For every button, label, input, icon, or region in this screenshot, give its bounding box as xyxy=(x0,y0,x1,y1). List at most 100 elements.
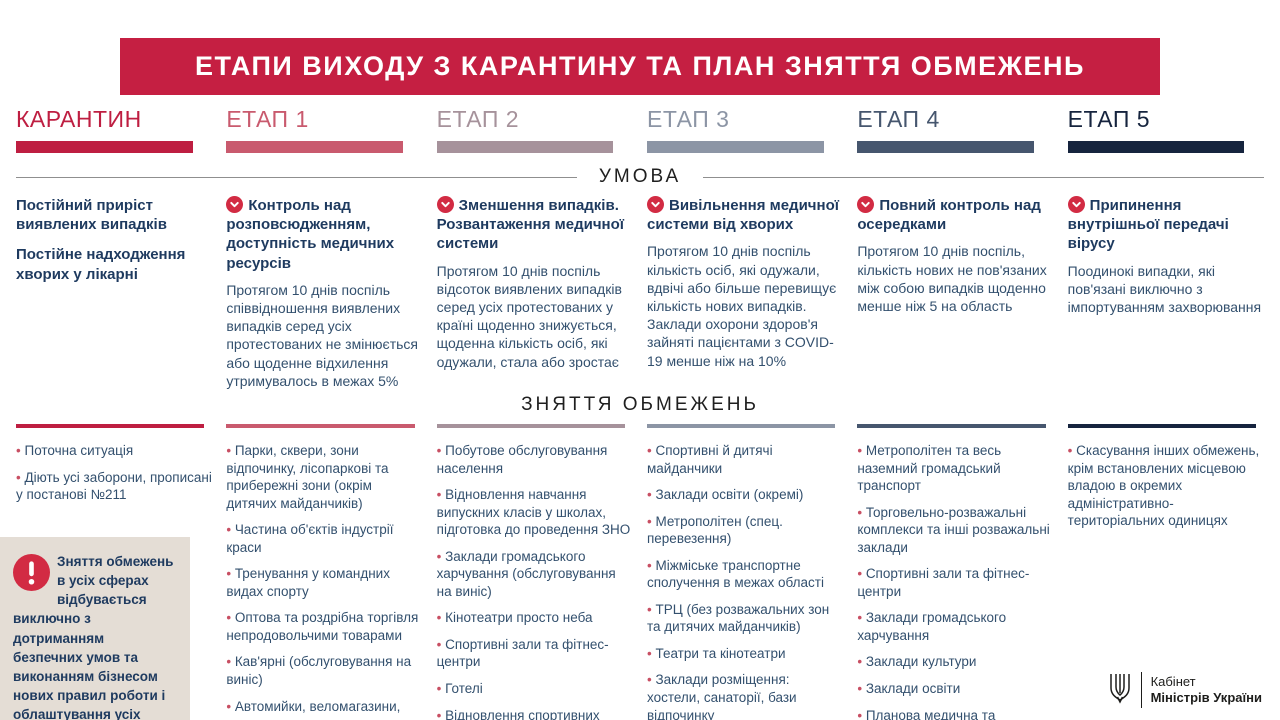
list-item: Кінотеатри просто неба xyxy=(437,609,633,627)
lift-items: Метрополітен та весь наземний громадськи… xyxy=(857,442,1053,720)
condition-title: Припинення внутрішньої передачі вірусу xyxy=(1067,196,1264,254)
lift-items: Побутове обслуговування населення Віднов… xyxy=(437,442,633,720)
list-item: Відновлення спортивних змагань, у яких б… xyxy=(437,707,633,720)
stage-name: ЕТАП 5 xyxy=(1067,106,1151,132)
condition-title: Зменшення випадків. Розвантаження медичн… xyxy=(436,196,633,254)
list-item: Міжміське транспортне сполучення в межах… xyxy=(647,557,843,592)
restrictions-lift-row: Поточна ситуація Діють усі заборони, про… xyxy=(16,424,1264,720)
list-item: Автомийки, веломагазини, велопрокат xyxy=(226,698,422,720)
cabinet-of-ministers-logo: Кабінет Міністрів України xyxy=(1108,672,1262,708)
list-item: Театри та кінотеатри xyxy=(647,645,843,663)
stage-condition: Повний контроль над осередками Протягом … xyxy=(857,196,1053,390)
logo-line2: Міністрів України xyxy=(1150,690,1262,705)
list-item: Побутове обслуговування населення xyxy=(437,442,633,477)
stage-condition: Припинення внутрішньої передачі вірусу П… xyxy=(1067,196,1264,390)
list-item: Спортивні й дитячі майданчики xyxy=(647,442,843,477)
stage-lift-column: Парки, сквери, зони відпочинку, лісопарк… xyxy=(226,424,422,720)
condition-title: Вивільнення медичної системи від хворих xyxy=(646,196,843,234)
list-item: Заклади освіти xyxy=(857,680,1053,698)
stage-header: ЕТАП 4 xyxy=(857,106,1053,153)
list-item: Парки, сквери, зони відпочинку, лісопарк… xyxy=(226,442,422,512)
stage-name: ЕТАП 4 xyxy=(857,106,940,132)
stage-thin-bar xyxy=(436,424,626,428)
chevron-down-circle-icon xyxy=(436,196,454,213)
condition-title-text: Зменшення випадків. Розвантаження медичн… xyxy=(436,197,624,253)
chevron-down-circle-icon xyxy=(226,196,244,213)
stage-color-bar xyxy=(646,141,824,153)
chevron-down-circle-icon xyxy=(646,196,664,213)
stage-color-bar xyxy=(857,141,1035,153)
list-item: Скасування інших обмежень, крім встановл… xyxy=(1068,442,1264,530)
condition-description: Протягом 10 днів поспіль співвідношення … xyxy=(226,281,418,389)
list-item: Торговельно-розважальні комплекси та інш… xyxy=(857,504,1053,557)
stages-header-row: КАРАНТИН ЕТАП 1 ЕТАП 2 ЕТАП 3 ЕТАП 4 xyxy=(16,106,1264,153)
list-item: Планова медична та стоматологічна допомо… xyxy=(857,707,1053,720)
stage-lift-column: Скасування інших обмежень, крім встановл… xyxy=(1067,424,1264,720)
list-item: Заклади освіти (окремі) xyxy=(647,486,843,504)
stage-name: ЕТАП 2 xyxy=(436,106,520,132)
stage-color-bar xyxy=(436,141,614,153)
warning-text: Зняття обмежень в усіх сферах відбуваєть… xyxy=(13,554,174,720)
list-item: Оптова та роздрібна торгівля непродоволь… xyxy=(226,609,422,644)
stage-name: КАРАНТИН xyxy=(16,106,142,132)
stage-header: ЕТАП 2 xyxy=(436,106,633,153)
logo-text: Кабінет Міністрів України xyxy=(1151,674,1262,707)
stage-header: ЕТАП 1 xyxy=(226,106,422,153)
lift-items: Парки, сквери, зони відпочинку, лісопарк… xyxy=(226,442,422,720)
exclamation-icon xyxy=(13,554,50,591)
condition-title-text: Вивільнення медичної системи від хворих xyxy=(646,197,839,234)
stage-header: ЕТАП 5 xyxy=(1067,106,1264,153)
list-item: Частина об'єктів індустрії краси xyxy=(226,521,422,556)
condition-section-divider: УМОВА xyxy=(16,166,1265,188)
stage-lift-column: Метрополітен та весь наземний громадськи… xyxy=(857,424,1053,720)
list-item: Заклади громадського харчування xyxy=(857,609,1053,644)
stage-name: ЕТАП 1 xyxy=(226,106,309,132)
condition-statement: Постійне надходження хворих у лікарні xyxy=(16,246,186,283)
trident-icon xyxy=(1109,674,1130,704)
list-item: Заклади розміщення: хостели, санаторії, … xyxy=(647,671,843,720)
list-item: ТРЦ (без розважальних зон та дитячих май… xyxy=(647,601,843,636)
list-item: Тренування у командних видах спорту xyxy=(226,565,422,600)
list-item: Діють усі заборони, прописані у постанов… xyxy=(16,469,212,504)
condition-title: Повний контроль над осередками xyxy=(857,196,1053,234)
condition-description: Поодинокі випадки, які пов'язані виключн… xyxy=(1067,262,1262,315)
page-title: ЕТАПИ ВИХОДУ З КАРАНТИНУ ТА ПЛАН ЗНЯТТЯ … xyxy=(120,38,1160,95)
conditions-row: Постійний приріст виявлених випадків Пос… xyxy=(16,196,1264,390)
warning-box: Зняття обмежень в усіх сферах відбуваєть… xyxy=(0,537,190,720)
list-item: Поточна ситуація xyxy=(16,442,212,460)
stage-header: КАРАНТИН xyxy=(16,106,212,153)
divider-line xyxy=(703,176,1265,178)
list-item: Спортивні зали та фітнес-центри xyxy=(857,565,1053,600)
list-item: Заклади культури xyxy=(857,653,1053,671)
condition-bold-lines: Постійний приріст виявлених випадків Пос… xyxy=(16,196,212,284)
list-item: Спортивні зали та фітнес-центри xyxy=(437,636,633,671)
list-item: Заклади громадського харчування (обслуго… xyxy=(437,548,633,601)
stage-condition: Постійний приріст виявлених випадків Пос… xyxy=(16,196,212,390)
divider-line xyxy=(16,176,577,178)
lift-section-label: ЗНЯТТЯ ОБМЕЖЕНЬ xyxy=(521,394,759,415)
stage-name: ЕТАП 3 xyxy=(646,106,730,132)
stage-condition: Вивільнення медичної системи від хворих … xyxy=(646,196,843,390)
stage-header: ЕТАП 3 xyxy=(646,106,843,153)
lift-items: Спортивні й дитячі майданчики Заклади ос… xyxy=(647,442,843,720)
stage-thin-bar xyxy=(16,424,205,428)
condition-section-label: УМОВА xyxy=(598,166,682,187)
condition-description: Протягом 10 днів поспіль відсоток виявле… xyxy=(436,262,622,370)
list-item: Метрополітен (спец. перевезення) xyxy=(647,513,843,548)
stage-condition: Зменшення випадків. Розвантаження медичн… xyxy=(436,196,633,390)
lift-items: Скасування інших обмежень, крім встановл… xyxy=(1068,442,1264,530)
list-item: Готелі xyxy=(437,680,633,698)
condition-title-text: Повний контроль над осередками xyxy=(857,197,1041,234)
stage-lift-column: Побутове обслуговування населення Віднов… xyxy=(436,424,633,720)
chevron-down-circle-icon xyxy=(857,196,875,213)
list-item: Відновлення навчання випускних класів у … xyxy=(437,486,633,539)
stage-color-bar xyxy=(1067,141,1245,153)
condition-title-text: Контроль над розповсюдженням, доступніст… xyxy=(226,197,395,272)
logo-divider xyxy=(1140,672,1142,708)
condition-title: Контроль над розповсюдженням, доступніст… xyxy=(226,196,422,273)
stage-condition: Контроль над розповсюдженням, доступніст… xyxy=(226,196,422,390)
list-item: Кав'ярні (обслуговування на виніс) xyxy=(226,653,422,688)
stage-thin-bar xyxy=(646,424,836,428)
lift-items: Поточна ситуація Діють усі заборони, про… xyxy=(16,442,212,504)
